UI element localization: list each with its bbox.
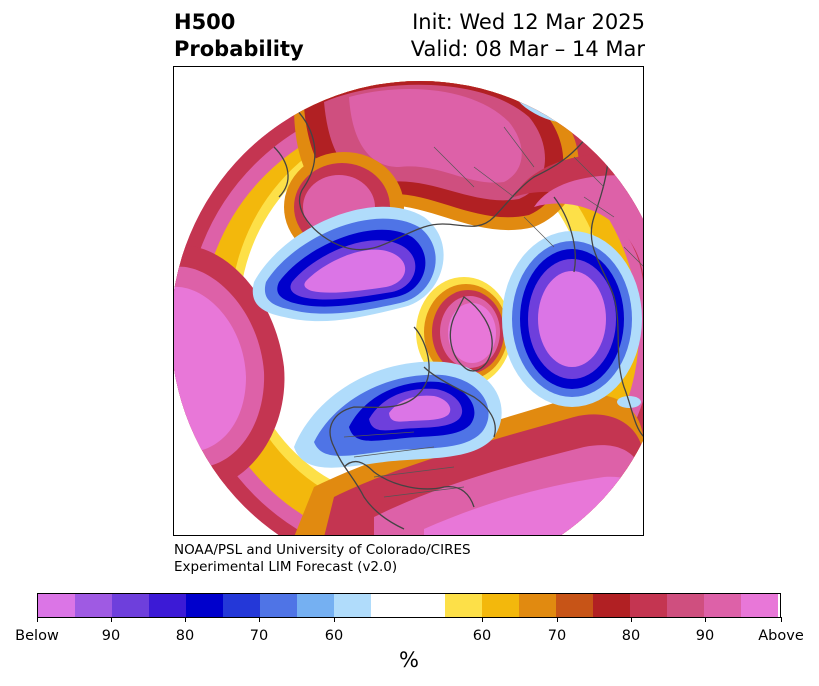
colorbar-segment [223,594,260,617]
borders [343,126,643,498]
probability-map [173,66,644,536]
colorbar-tick-mark [334,617,335,622]
colorbar-tick-label: 80 [175,628,195,644]
colorbar-segment [186,594,223,617]
colorbar-unit: % [399,648,419,672]
title-variable: H500 [174,10,236,34]
forecast-dates: Init: Wed 12 Mar 2025 Valid: 08 Mar – 14… [411,9,645,63]
contour-field [174,81,643,535]
colorbar-segment [704,594,741,617]
colorbar-tick-mark [185,617,186,622]
colorbar-segment [38,594,75,617]
coastlines [273,106,643,530]
colorbar-segment [741,594,778,617]
colorbar-segment [297,594,334,617]
colorbar-tick-mark [259,617,260,622]
colorbar-tick-mark [781,617,782,622]
colorbar-tick-label: 80 [621,628,641,644]
colorbar-tick-mark [482,617,483,622]
credit: NOAA/PSL and University of Colorado/CIRE… [174,542,471,576]
colorbar-segment [371,594,408,617]
init-date: Init: Wed 12 Mar 2025 [412,10,645,34]
colorbar-segment [482,594,519,617]
colorbar-segment [519,594,556,617]
colorbar-tick-label: 60 [472,628,492,644]
colorbar-tick-label: 90 [695,628,715,644]
credit-line1: NOAA/PSL and University of Colorado/CIRE… [174,542,471,558]
colorbar-tick-label: 90 [101,628,121,644]
colorbar-segment [593,594,630,617]
colorbar-tick-label: 60 [324,628,344,644]
colorbar-segment [445,594,482,617]
colorbar-segment [149,594,186,617]
colorbar-tick-mark [111,617,112,622]
valid-range: Valid: 08 Mar – 14 Mar [410,37,645,61]
title-quantity: Probability [174,37,304,61]
colorbar-tick-mark [37,617,38,622]
map-title: H500 Probability [174,9,304,63]
colorbar-tick-label: 70 [249,628,269,644]
colorbar-segment [667,594,704,617]
colorbar [37,593,781,618]
colorbar-segment [630,594,667,617]
colorbar-segment [75,594,112,617]
colorbar-tick-label: Above [758,628,804,644]
credit-line2: Experimental LIM Forecast (v2.0) [174,559,398,575]
colorbar-segment [408,594,445,617]
colorbar-segment [334,594,371,617]
colorbar-tick-mark [557,617,558,622]
map-svg [174,81,643,535]
colorbar-tick-label: Below [15,628,59,644]
colorbar-segment [556,594,593,617]
colorbar-segment [112,594,149,617]
colorbar-tick-mark [705,617,706,622]
colorbar-segment [260,594,297,617]
colorbar-tick-label: 70 [547,628,567,644]
colorbar-tick-mark [631,617,632,622]
